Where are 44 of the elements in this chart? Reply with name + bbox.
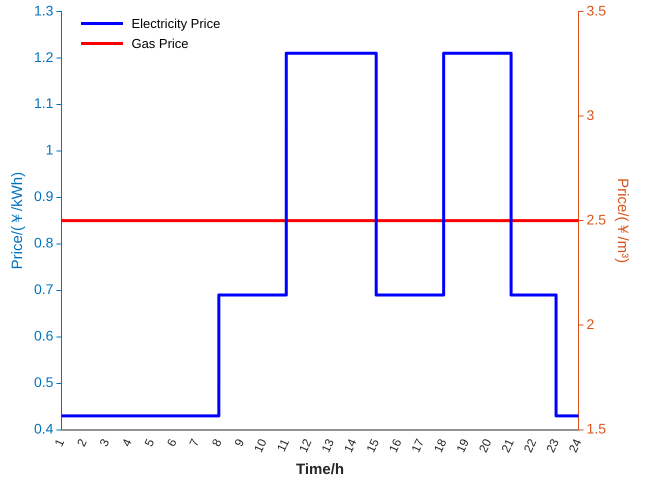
- x-tick-label: 12: [296, 436, 315, 455]
- x-tick-label: 19: [454, 436, 472, 455]
- x-tick-label: 14: [341, 436, 360, 455]
- x-tick-label: 7: [186, 436, 202, 449]
- x-tick-label: 23: [543, 436, 562, 455]
- y-tick-label: 0.9: [34, 188, 54, 204]
- x-axis-title: Time/h: [296, 461, 344, 478]
- y-axis-title: Price/(￥/kWh): [9, 172, 26, 270]
- y-tick-label: 0.7: [34, 281, 54, 298]
- x-tick-label: 5: [142, 436, 158, 449]
- y-tick-label: 0.4: [34, 420, 54, 437]
- y2-tick-label: 3.5: [586, 2, 606, 18]
- legend-label: Electricity Price: [131, 16, 220, 31]
- y2-axis-title: Price/(￥/m³): [614, 178, 631, 264]
- y2-tick-label: 3: [586, 106, 595, 123]
- x-tick-label: 6: [164, 436, 180, 449]
- x-tick-label: 2: [74, 436, 90, 449]
- x-tick-label: 15: [364, 436, 382, 455]
- y-tick-label: 0.8: [34, 234, 54, 251]
- x-tick-label: 9: [232, 436, 248, 449]
- x-tick-label: 4: [119, 436, 135, 449]
- x-tick-label: 24: [566, 436, 584, 455]
- x-tick-label: 13: [318, 436, 338, 455]
- y2-tick-label: 2: [586, 316, 595, 332]
- y-tick-label: 0.5: [34, 374, 54, 390]
- x-tick-label: 1: [52, 436, 68, 449]
- y-tick-label: 1: [46, 142, 54, 158]
- x-tick-label: 22: [520, 436, 540, 455]
- x-tick-label: 20: [476, 436, 494, 455]
- legend-label: Gas Price: [131, 36, 189, 51]
- y-tick-label: 0.6: [34, 328, 54, 344]
- x-tick-label: 8: [209, 436, 225, 449]
- x-tick-label: 16: [386, 436, 405, 455]
- y-tick-label: 1.1: [34, 95, 54, 112]
- x-tick-label: 17: [408, 436, 428, 455]
- x-tick-label: 18: [431, 436, 450, 455]
- y2-tick-label: 2.5: [586, 211, 606, 228]
- y-tick-label: 1.2: [34, 48, 54, 65]
- y-tick-label: 1.3: [34, 2, 54, 18]
- x-tick-label: 11: [274, 436, 292, 454]
- x-tick-label: 10: [251, 436, 270, 455]
- y2-tick-label: 1.5: [586, 420, 606, 437]
- x-tick-label: 3: [96, 436, 112, 449]
- x-tick-label: 21: [498, 436, 517, 455]
